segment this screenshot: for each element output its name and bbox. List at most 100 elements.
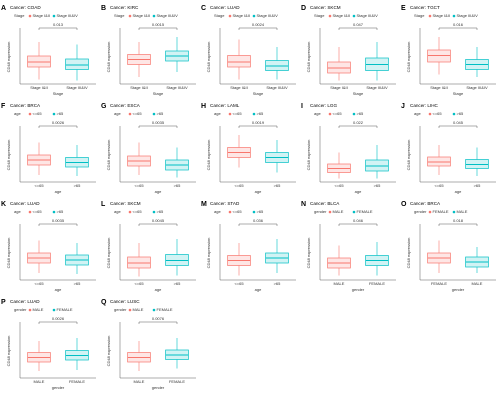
panel: A Cancer: COAD Stage Stage I&II Stage III&IV… xyxy=(1,5,96,96)
x-tick-label: >65 xyxy=(174,183,182,188)
p-value: 0.0035 xyxy=(52,218,65,223)
p-bracket xyxy=(38,27,78,30)
legend-dot xyxy=(152,210,156,214)
panel: D Cancer: SKCM Stage Stage I&II Stage III&IV… xyxy=(301,5,396,96)
legend-label: FEMALE xyxy=(57,307,73,312)
x-tick-label: <=65 xyxy=(234,183,244,188)
panel: P Cancer: LUAD gender MALE FEMALE CD48 expres… xyxy=(1,299,96,390)
legend-dot xyxy=(428,210,432,214)
y-axis-title: CD48 expression xyxy=(6,140,11,171)
legend-dot xyxy=(128,14,132,18)
panel-title: Cancer: LUAD xyxy=(10,299,40,304)
panel-letter: M xyxy=(201,201,207,208)
panel-letter: E xyxy=(401,5,406,12)
panel-title: Cancer: LIHC xyxy=(410,103,439,108)
x-tick-label: Stage I&II xyxy=(30,85,48,90)
legend-title: age xyxy=(314,111,321,116)
legend-label: <=65 xyxy=(33,209,43,214)
legend-dot xyxy=(52,210,56,214)
legend-label: Stage I&II xyxy=(133,13,151,18)
legend-label: <=65 xyxy=(233,111,243,116)
p-bracket xyxy=(38,125,78,128)
box xyxy=(327,61,351,74)
legend-dot xyxy=(452,112,456,116)
x-axis-title: age xyxy=(455,189,462,194)
y-axis-title: CD48 expression xyxy=(206,42,211,73)
panel-letter: B xyxy=(101,5,106,12)
panel-title: Cancer: BRCA xyxy=(10,103,41,108)
y-axis-title: CD48 expression xyxy=(306,238,311,269)
panel-title: Cancer: KIRC xyxy=(110,5,139,10)
panel: I Cancer: LGG age <=65 >65 CD48 expression 0.0… xyxy=(301,103,396,194)
x-axis-title: age xyxy=(55,287,62,292)
legend-title: gender xyxy=(314,209,327,214)
p-bracket xyxy=(38,223,78,226)
x-tick-label: MALE xyxy=(334,281,345,286)
p-bracket xyxy=(238,223,278,226)
p-value: 0.036 xyxy=(253,218,264,223)
legend-label: >65 xyxy=(257,209,265,214)
legend-dot xyxy=(252,210,256,214)
x-tick-label: MALE xyxy=(134,379,145,384)
x-tick-label: <=65 xyxy=(34,281,44,286)
p-value: 0.013 xyxy=(53,22,64,27)
legend-label: Stage I&II xyxy=(233,13,251,18)
legend-dot xyxy=(428,14,432,18)
legend-title: Stage xyxy=(414,13,425,18)
legend-dot xyxy=(152,112,156,116)
panel-letter: H xyxy=(201,103,206,110)
p-value: 0.0026 xyxy=(52,316,65,321)
legend-dot xyxy=(328,112,332,116)
p-bracket xyxy=(338,223,378,226)
x-tick-label: MALE xyxy=(472,281,483,286)
y-axis-title: CD48 expression xyxy=(406,238,411,269)
legend-label: Stage III&IV xyxy=(57,13,79,18)
legend-dot xyxy=(128,308,132,312)
legend-dot xyxy=(252,14,256,18)
x-tick-label: FEMALE xyxy=(369,281,385,286)
legend-label: <=65 xyxy=(33,111,43,116)
x-tick-label: >65 xyxy=(174,281,182,286)
legend-dot xyxy=(28,308,32,312)
x-tick-label: <=65 xyxy=(234,281,244,286)
p-value: 0.0024 xyxy=(252,22,265,27)
panel: Q Cancer: LUSC gender MALE FEMALE CD48 expres… xyxy=(101,299,196,390)
legend-dot xyxy=(152,308,156,312)
x-tick-label: FEMALE xyxy=(69,379,85,384)
panel-letter: P xyxy=(1,299,6,306)
panel-title: Cancer: COAD xyxy=(10,5,41,10)
y-axis-title: CD48 expression xyxy=(6,238,11,269)
legend-dot xyxy=(28,112,32,116)
legend-dot xyxy=(228,112,232,116)
x-tick-label: <=65 xyxy=(134,183,144,188)
legend-label: <=65 xyxy=(133,209,143,214)
p-value: 0.0026 xyxy=(52,120,65,125)
p-value: 0.047 xyxy=(353,22,364,27)
legend-label: FEMALE xyxy=(157,307,173,312)
legend-dot xyxy=(352,210,356,214)
legend-title: gender xyxy=(414,209,427,214)
p-bracket xyxy=(338,27,378,30)
panel-letter: A xyxy=(1,5,6,12)
x-tick-label: >65 xyxy=(374,183,382,188)
x-tick-label: Stage I&II xyxy=(430,85,448,90)
legend-label: <=65 xyxy=(333,111,343,116)
y-axis-title: CD48 expression xyxy=(206,238,211,269)
panel-title: Cancer: LUAD xyxy=(210,5,240,10)
panel-title: Cancer: TGCT xyxy=(410,5,440,10)
y-axis-title: CD48 expression xyxy=(6,42,11,73)
x-axis-title: Stage xyxy=(53,91,64,96)
panel-title: Cancer: SKCM xyxy=(310,5,341,10)
p-bracket xyxy=(338,125,378,128)
x-tick-label: <=65 xyxy=(134,281,144,286)
panel: M Cancer: STAD age <=65 >65 CD48 expression 0.… xyxy=(201,201,296,292)
legend-label: MALE xyxy=(457,209,468,214)
p-value: 0.045 xyxy=(453,120,464,125)
legend-dot xyxy=(52,112,56,116)
x-tick-label: >65 xyxy=(274,183,282,188)
box xyxy=(127,256,151,269)
p-value: 0.0035 xyxy=(152,120,165,125)
y-axis-title: CD48 expression xyxy=(106,42,111,73)
legend-label: Stage III&IV xyxy=(357,13,379,18)
